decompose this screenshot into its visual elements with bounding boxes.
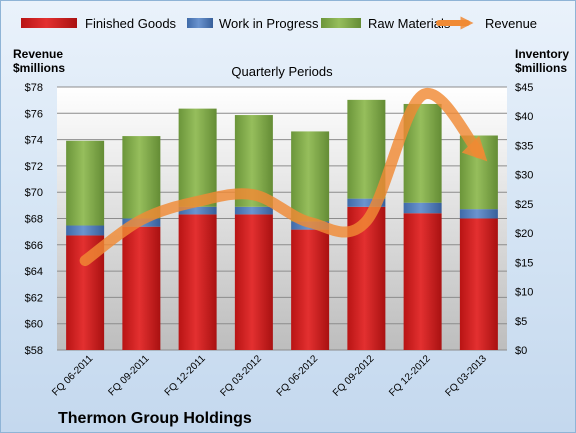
revenue-line-path bbox=[79, 88, 488, 267]
bar-work-in-progress bbox=[234, 206, 273, 215]
chart-title: Quarterly Periods bbox=[231, 64, 333, 79]
bar-finished-goods bbox=[234, 214, 273, 350]
legend-swatch-finished-goods bbox=[21, 18, 77, 28]
bar-work-in-progress bbox=[459, 209, 498, 219]
legend-label-finished-goods: Finished Goods bbox=[85, 16, 177, 31]
legend-label-revenue: Revenue bbox=[485, 16, 537, 31]
left-tick-label: $62 bbox=[25, 292, 43, 304]
left-axis-title-line2: $millions bbox=[13, 61, 65, 75]
category-label: FQ 03-2012 bbox=[218, 353, 264, 399]
bar-raw-materials bbox=[66, 140, 105, 226]
left-axis-ticks: $58 $60 $62 $64 $66 $68 $70 $72 $74 $76 $78 bbox=[25, 82, 43, 357]
right-tick-label: $10 bbox=[515, 287, 533, 299]
right-tick-label: $20 bbox=[515, 228, 533, 240]
legend-label-work-in-progress: Work in Progress bbox=[219, 16, 319, 31]
bar-work-in-progress bbox=[403, 202, 442, 214]
legend-item-finished-goods: Finished Goods bbox=[21, 16, 177, 31]
category-label: FQ 03-2013 bbox=[443, 353, 489, 399]
bar-finished-goods bbox=[459, 218, 498, 350]
right-axis-title-line2: $millions bbox=[515, 61, 567, 75]
legend-item-revenue: Revenue bbox=[436, 16, 537, 31]
legend-label-raw-materials: Raw Materials bbox=[368, 16, 451, 31]
legend-swatch-raw-materials bbox=[321, 18, 361, 28]
category-label: FQ 06-2011 bbox=[50, 353, 95, 398]
bar-work-in-progress bbox=[66, 225, 105, 236]
left-tick-label: $72 bbox=[25, 161, 43, 173]
legend-swatch-work-in-progress bbox=[187, 18, 213, 28]
left-tick-label: $68 bbox=[25, 214, 43, 226]
category-label: FQ 12-2012 bbox=[387, 353, 433, 399]
bars bbox=[66, 99, 498, 350]
bar-finished-goods bbox=[178, 214, 217, 350]
bar-finished-goods bbox=[403, 213, 442, 350]
left-tick-label: $64 bbox=[25, 266, 43, 278]
category-label: FQ 12-2011 bbox=[163, 353, 208, 398]
right-tick-label: $40 bbox=[515, 111, 533, 123]
category-label: FQ 09-2012 bbox=[331, 353, 377, 399]
category-label: FQ 09-2011 bbox=[107, 353, 152, 398]
bar-work-in-progress bbox=[347, 198, 386, 207]
legend: Finished Goods Work in Progress Raw Mate… bbox=[21, 16, 537, 31]
left-tick-label: $74 bbox=[25, 135, 43, 147]
category-labels: FQ 06-2011 FQ 09-2011 FQ 12-2011 FQ 03-2012… bbox=[50, 353, 489, 399]
bar-work-in-progress bbox=[178, 206, 217, 215]
bar-raw-materials bbox=[122, 136, 161, 219]
legend-item-work-in-progress: Work in Progress bbox=[187, 16, 319, 31]
bar-raw-materials bbox=[291, 131, 330, 222]
left-tick-label: $58 bbox=[25, 345, 43, 357]
company-name: Thermon Group Holdings bbox=[58, 410, 252, 427]
left-tick-label: $66 bbox=[25, 240, 43, 252]
right-tick-label: $25 bbox=[515, 199, 533, 211]
right-tick-label: $45 bbox=[515, 82, 533, 94]
bar-finished-goods bbox=[122, 226, 161, 350]
right-tick-label: $35 bbox=[515, 140, 533, 152]
right-axis-ticks: $0 $5 $10 $15 $20 $25 $30 $35 $40 $45 bbox=[515, 82, 533, 357]
right-tick-label: $15 bbox=[515, 257, 533, 269]
bar-raw-materials bbox=[178, 108, 217, 207]
left-tick-label: $76 bbox=[25, 108, 43, 120]
left-tick-label: $60 bbox=[25, 319, 43, 331]
bar-finished-goods bbox=[291, 229, 330, 350]
right-axis-title-line1: Inventory bbox=[515, 47, 569, 61]
right-tick-label: $0 bbox=[515, 345, 527, 357]
right-tick-label: $30 bbox=[515, 170, 533, 182]
category-label: FQ 06-2012 bbox=[275, 353, 321, 399]
left-tick-label: $78 bbox=[25, 82, 43, 94]
revenue-line bbox=[79, 88, 488, 267]
left-tick-label: $70 bbox=[25, 187, 43, 199]
legend-item-raw-materials: Raw Materials bbox=[321, 16, 451, 31]
left-axis-title-line1: Revenue bbox=[13, 47, 63, 61]
right-tick-label: $5 bbox=[515, 316, 527, 328]
